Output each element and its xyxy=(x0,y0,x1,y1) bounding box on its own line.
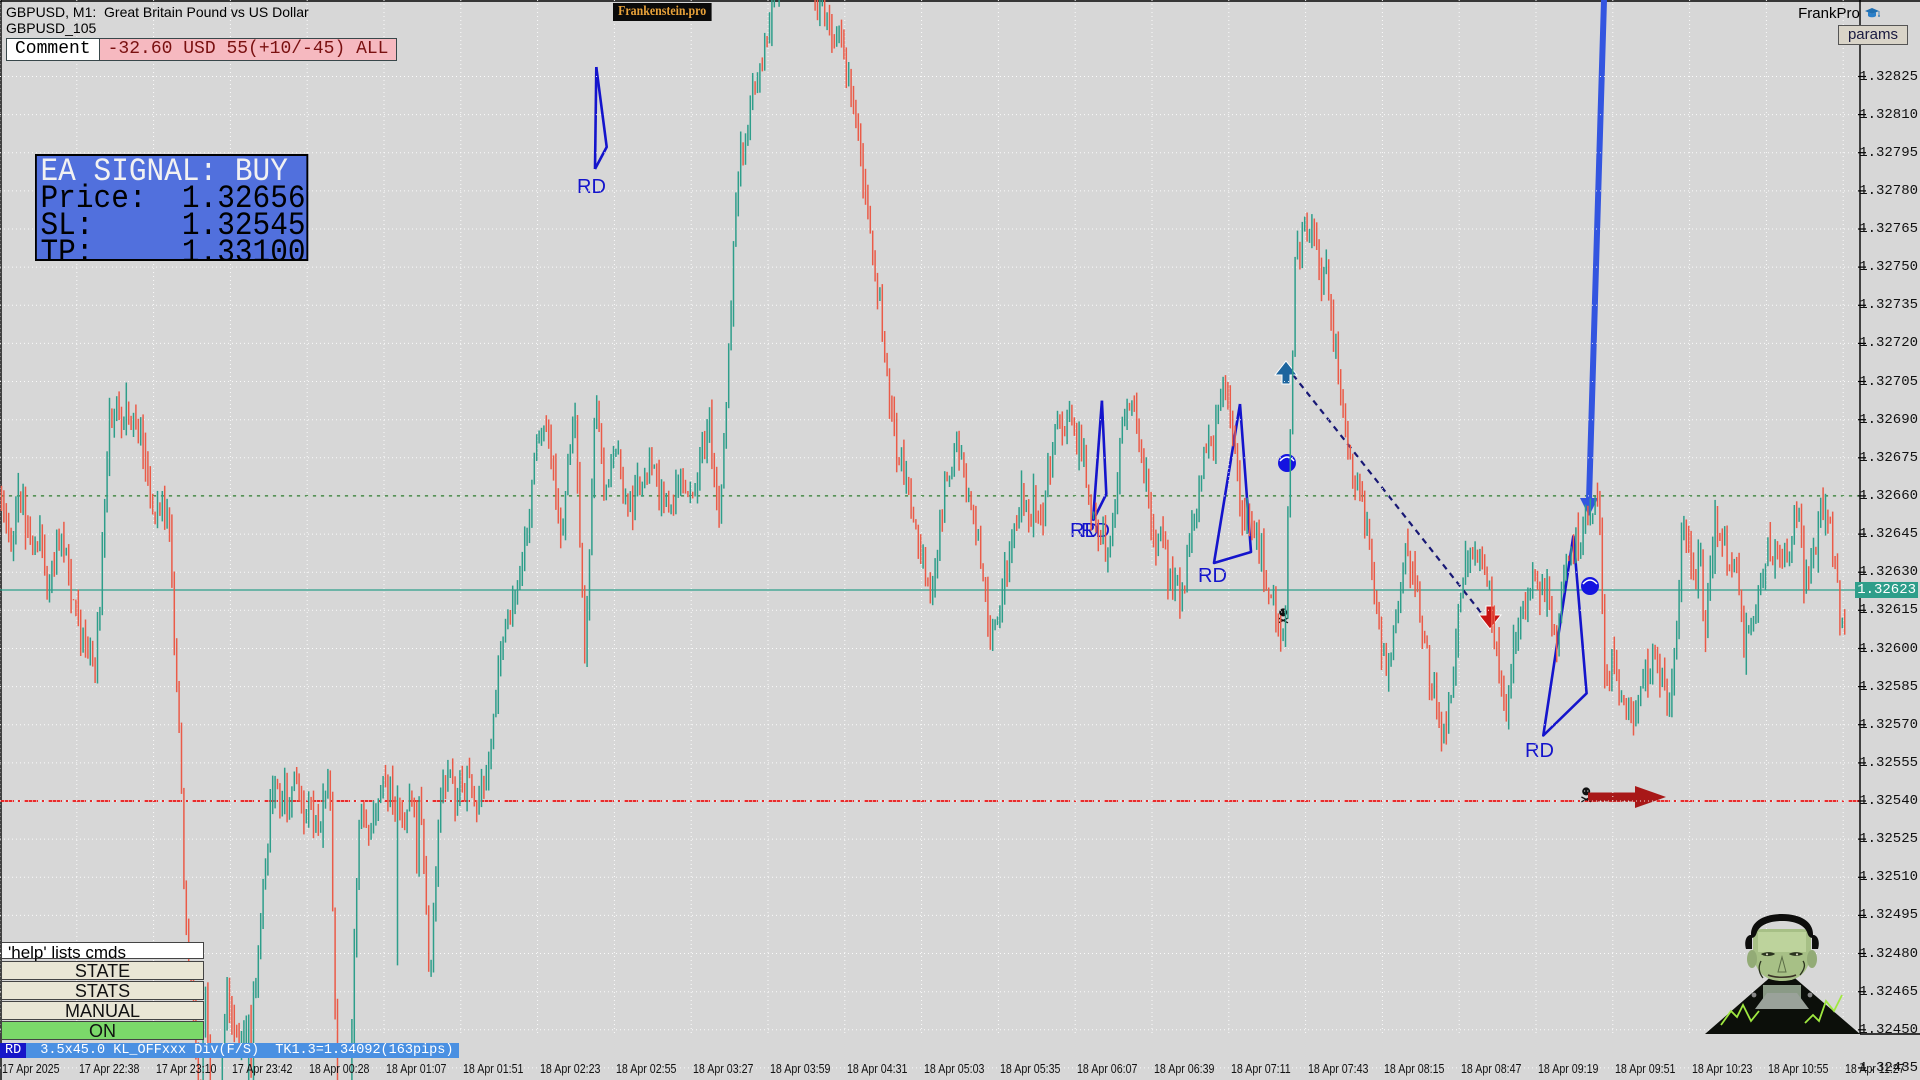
svg-text:RD: RD xyxy=(1525,740,1554,762)
svg-text:RD: RD xyxy=(577,176,606,198)
svg-text:RD: RD xyxy=(1198,565,1227,587)
